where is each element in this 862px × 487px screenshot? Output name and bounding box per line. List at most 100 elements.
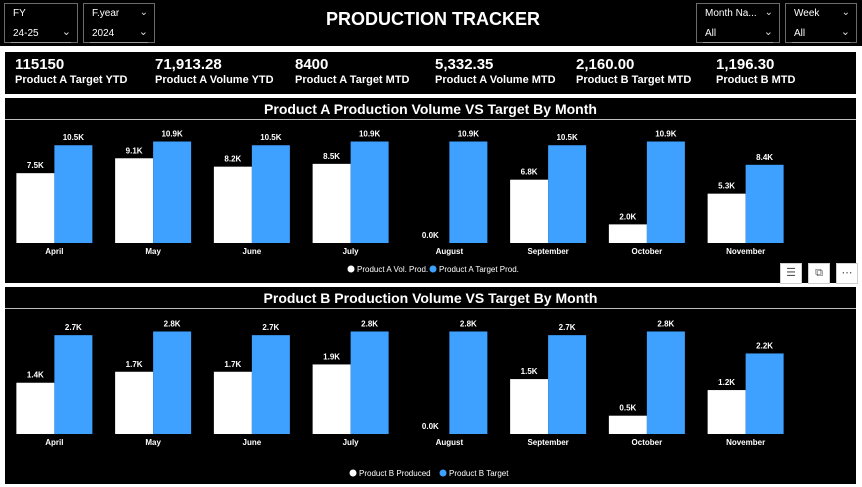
legend: Product A Vol. Prod. Product A Target Pro… <box>347 265 519 274</box>
produced-bar[interactable] <box>312 163 351 243</box>
produced-bar[interactable] <box>510 179 549 243</box>
data-label: 5.3K <box>718 182 735 191</box>
fyear-slicer[interactable]: F.year ⌄ 2024 ⌄ <box>83 3 155 43</box>
data-label: 1.9K <box>323 352 340 361</box>
target-bar[interactable] <box>54 335 93 434</box>
chevron-down-icon[interactable]: ⌄ <box>138 26 148 38</box>
focus-mode-icon[interactable]: ⧉ <box>808 263 830 284</box>
produced-bar[interactable] <box>213 166 252 243</box>
target-bar[interactable] <box>646 141 685 243</box>
target-bar[interactable] <box>153 331 192 434</box>
chevron-down-icon[interactable]: ⌄ <box>61 26 71 38</box>
filter-icon[interactable]: ☰ <box>780 263 802 284</box>
produced-bar[interactable] <box>16 173 55 243</box>
kpi-card: 5,332.35 Product A Volume MTD <box>435 56 556 86</box>
kpi-value: 5,332.35 <box>435 56 494 73</box>
product-b-bar-chart[interactable]: 1.4K 2.7K April 1.7K 2.8K May 1.7K 2.7K June 1.9K… <box>5 287 856 484</box>
legend-entry[interactable]: Product B Produced <box>359 469 431 478</box>
data-label: 2.7K <box>559 323 576 332</box>
legend: Product B Produced Product B Target <box>349 469 509 478</box>
month-slicer-label: Month Na... <box>705 8 757 19</box>
data-label: 2.8K <box>657 319 674 328</box>
produced-bar[interactable] <box>115 158 154 243</box>
kpi-strip: 115150 Product A Target YTD 71,913.28 Pr… <box>5 52 856 94</box>
data-label: 1.4K <box>27 371 44 380</box>
legend-entry[interactable]: Product B Target <box>449 469 509 478</box>
legend-swatch <box>347 265 355 273</box>
target-bar[interactable] <box>54 145 93 243</box>
product-b-chart-panel[interactable]: Product B Production Volume VS Target By… <box>5 287 856 484</box>
target-bar[interactable] <box>745 353 784 434</box>
data-label: 9.1K <box>126 146 143 155</box>
chevron-down-icon[interactable]: ⌄ <box>841 7 850 18</box>
product-a-chart-panel[interactable]: Product A Production Volume VS Target By… <box>5 98 856 283</box>
kpi-label: Product A Target YTD <box>15 74 128 86</box>
kpi-value: 1,196.30 <box>716 56 775 73</box>
month-slicer-value: All <box>705 28 717 39</box>
target-bar[interactable] <box>153 141 192 243</box>
week-slicer[interactable]: Week ⌄ All ⌄ <box>785 3 857 43</box>
data-label: 0.0K <box>422 231 439 240</box>
produced-bar[interactable] <box>608 224 647 243</box>
target-bar[interactable] <box>350 141 389 243</box>
category-label: September <box>527 247 568 256</box>
produced-bar[interactable] <box>608 415 647 434</box>
kpi-value: 71,913.28 <box>155 56 222 73</box>
target-bar[interactable] <box>251 145 290 243</box>
legend-entry[interactable]: Product A Target Prod. <box>439 265 519 274</box>
month-slicer[interactable]: Month Na... ⌄ All ⌄ <box>696 3 780 43</box>
data-label: 10.9K <box>655 130 677 139</box>
kpi-label: Product B Target MTD <box>576 74 692 86</box>
target-bar[interactable] <box>449 141 488 243</box>
chevron-down-icon[interactable]: ⌄ <box>763 26 773 38</box>
chart-title: Product A Production Volume VS Target By… <box>264 101 597 117</box>
target-bar[interactable] <box>350 331 389 434</box>
target-bar[interactable] <box>745 164 784 243</box>
fy-slicer-value: 24-25 <box>13 28 39 39</box>
data-label: 10.9K <box>359 130 381 139</box>
more-options-icon[interactable]: ⋯ <box>836 263 858 284</box>
produced-bar[interactable] <box>115 371 154 434</box>
produced-bar[interactable] <box>213 371 252 434</box>
category-label: July <box>343 247 360 256</box>
produced-bar[interactable] <box>707 390 746 434</box>
target-bar[interactable] <box>548 145 587 243</box>
data-label: 10.9K <box>161 130 183 139</box>
target-bar[interactable] <box>548 335 587 434</box>
target-bar[interactable] <box>646 331 685 434</box>
chart-title: Product B Production Volume VS Target By… <box>263 290 598 306</box>
produced-bar[interactable] <box>312 364 351 434</box>
data-label: 8.2K <box>224 155 241 164</box>
produced-bar[interactable] <box>16 382 55 434</box>
chevron-down-icon[interactable]: ⌄ <box>840 26 850 38</box>
produced-bar[interactable] <box>510 379 549 434</box>
page-title: PRODUCTION TRACKER <box>326 9 540 29</box>
data-label: 10.5K <box>63 133 85 142</box>
fy-slicer[interactable]: FY 24-25 ⌄ <box>4 3 78 43</box>
chevron-down-icon[interactable]: ⌄ <box>764 7 773 18</box>
legend-entry[interactable]: Product A Vol. Prod. <box>357 265 428 274</box>
legend-swatch <box>349 469 357 477</box>
legend-swatch <box>439 469 447 477</box>
category-label: September <box>527 438 568 447</box>
fy-slicer-label: FY <box>13 8 26 19</box>
category-label: May <box>145 247 161 256</box>
data-label: 8.4K <box>756 153 773 162</box>
data-label: 1.7K <box>224 360 241 369</box>
category-label: October <box>632 247 663 256</box>
category-label: April <box>45 438 63 447</box>
data-label: 1.5K <box>521 367 538 376</box>
produced-bar[interactable] <box>707 193 746 243</box>
data-label: 2.8K <box>460 319 477 328</box>
kpi-label: Product B MTD <box>716 74 796 86</box>
kpi-value: 8400 <box>295 56 329 73</box>
target-bar[interactable] <box>449 331 488 434</box>
chevron-down-icon[interactable]: ⌄ <box>139 7 148 18</box>
target-bar[interactable] <box>251 335 290 434</box>
data-label: 2.7K <box>262 323 279 332</box>
fyear-slicer-label: F.year <box>92 8 120 19</box>
product-a-bar-chart[interactable]: 7.5K 10.5K April 9.1K 10.9K May 8.2K 10.5K June 8… <box>5 98 856 283</box>
data-label: 1.2K <box>718 378 735 387</box>
category-label: June <box>243 247 262 256</box>
kpi-card: 1,196.30 Product B MTD <box>716 56 795 86</box>
